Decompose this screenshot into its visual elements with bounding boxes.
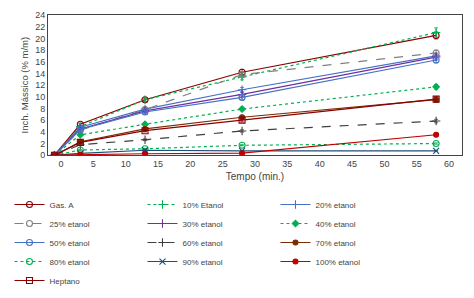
svg-text:50: 50 — [379, 159, 389, 169]
svg-text:0: 0 — [40, 150, 45, 160]
svg-text:Heptano: Heptano — [49, 277, 80, 286]
svg-text:Gas. A: Gas. A — [49, 201, 74, 210]
svg-text:22: 22 — [35, 22, 45, 32]
svg-text:15: 15 — [153, 159, 163, 169]
svg-text:10: 10 — [121, 159, 131, 169]
svg-text:5: 5 — [91, 159, 96, 169]
svg-text:50% etanol: 50% etanol — [49, 239, 89, 248]
svg-text:20: 20 — [35, 34, 45, 44]
svg-text:40% etanol: 40% etanol — [315, 220, 355, 229]
svg-text:Tempo (min.): Tempo (min.) — [226, 171, 284, 182]
svg-text:45: 45 — [347, 159, 357, 169]
svg-text:100% etanol: 100% etanol — [315, 258, 360, 267]
svg-text:6: 6 — [40, 115, 45, 125]
svg-text:16: 16 — [35, 57, 45, 67]
svg-text:40: 40 — [315, 159, 325, 169]
svg-text:20% etanol: 20% etanol — [315, 201, 355, 210]
svg-text:25: 25 — [218, 159, 228, 169]
svg-text:2: 2 — [40, 139, 45, 149]
svg-text:0: 0 — [58, 159, 63, 169]
svg-text:35: 35 — [282, 159, 292, 169]
svg-text:55: 55 — [412, 159, 422, 169]
svg-text:90% etanol: 90% etanol — [182, 258, 222, 267]
svg-text:Inch. Mássico (% m/m): Inch. Mássico (% m/m) — [19, 37, 30, 134]
svg-text:30% etanol: 30% etanol — [182, 220, 222, 229]
svg-text:18: 18 — [35, 45, 45, 55]
svg-text:80% etanol: 80% etanol — [49, 258, 89, 267]
svg-text:60% etanol: 60% etanol — [182, 239, 222, 248]
svg-text:8: 8 — [40, 104, 45, 114]
svg-text:25% etanol: 25% etanol — [49, 220, 89, 229]
svg-text:24: 24 — [35, 10, 45, 20]
svg-text:12: 12 — [35, 80, 45, 90]
svg-text:14: 14 — [35, 69, 45, 79]
svg-text:70% etanol: 70% etanol — [315, 239, 355, 248]
svg-text:10: 10 — [35, 92, 45, 102]
svg-text:30: 30 — [250, 159, 260, 169]
svg-text:4: 4 — [40, 127, 45, 137]
svg-text:10% Etanol: 10% Etanol — [182, 201, 223, 210]
svg-text:20: 20 — [185, 159, 195, 169]
svg-text:60: 60 — [444, 159, 454, 169]
